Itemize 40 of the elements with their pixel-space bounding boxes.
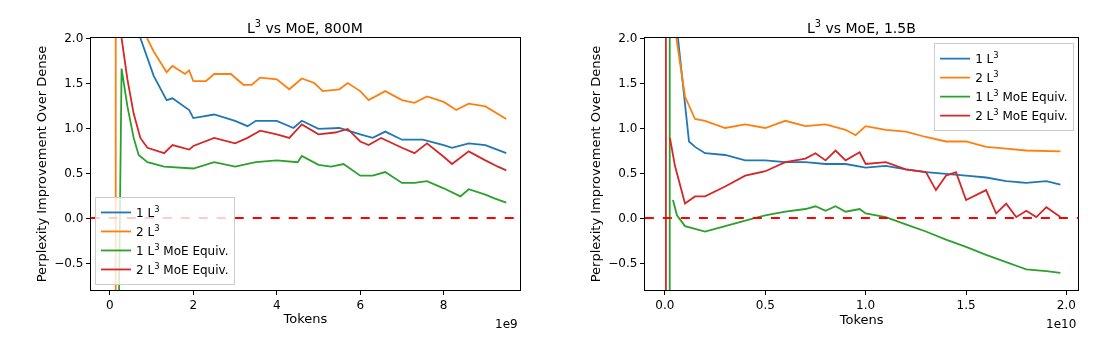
- y-tick-label: −0.5: [608, 256, 638, 271]
- x-tick-label: 0.5: [755, 298, 775, 313]
- x-tick-label: 1.5: [956, 298, 976, 313]
- y-tick-label: 1.0: [618, 121, 638, 136]
- x-tick-label: 6: [356, 298, 365, 313]
- y-tick-label: 1.5: [64, 76, 84, 91]
- x-tick-label: 8: [439, 298, 448, 313]
- legend-label: 1 L$^{3}$ MoE Equiv.: [975, 88, 1068, 105]
- y-tick-label: −0.5: [54, 256, 84, 271]
- x-tick-label: 0.0: [655, 298, 675, 313]
- legend-label: 2 L$^{3}$ MoE Equiv.: [135, 261, 229, 278]
- legend-label: 1 L$^{3}$: [135, 204, 160, 221]
- x-axis-title: Tokens: [282, 311, 328, 326]
- x-tick-label: 4: [272, 298, 281, 313]
- y-tick-label: 0.0: [64, 211, 84, 226]
- y-tick-label: 1.0: [64, 121, 84, 136]
- legend-label: 2 L$^{3}$: [135, 223, 160, 240]
- y-axis-title: Perplexity Improvement Over Dense: [588, 45, 604, 283]
- x-tick-label: 2.0: [1056, 298, 1076, 313]
- y-tick-label: 2.0: [64, 31, 84, 46]
- line-series: [120, 38, 508, 172]
- y-tick-label: 0.5: [64, 166, 84, 181]
- text: 1e10: [1046, 317, 1077, 331]
- chart-title: L$^{3}$ vs MoE, 800M: [247, 18, 363, 36]
- line-series: [139, 38, 508, 155]
- y-tick-label: 0.0: [618, 211, 638, 226]
- legend-label: 1 L$^{3}$ MoE Equiv.: [135, 242, 229, 259]
- x-tick-label: 0: [106, 298, 114, 313]
- legend-label: 2 L$^{3}$ MoE Equiv.: [975, 107, 1068, 124]
- x-tick-label: 2: [189, 298, 198, 313]
- legend-label: 2 L$^{3}$: [975, 69, 999, 86]
- y-axis-title: Perplexity Improvement Over Dense: [34, 45, 50, 283]
- chart-title: L$^{3}$ vs MoE, 1.5B: [807, 18, 916, 36]
- text: 1e9: [495, 317, 518, 331]
- y-tick-label: 0.5: [618, 166, 638, 181]
- x-axis-title: Tokens: [838, 312, 884, 328]
- legend-label: 1 L$^{3}$: [975, 50, 999, 67]
- x-tick-label: 1.0: [856, 298, 876, 313]
- y-tick-label: 1.5: [618, 76, 638, 91]
- y-tick-label: 2.0: [618, 31, 638, 46]
